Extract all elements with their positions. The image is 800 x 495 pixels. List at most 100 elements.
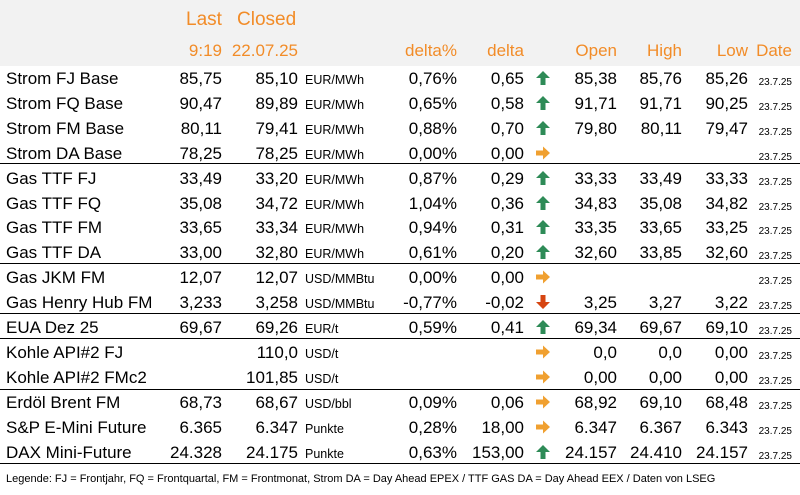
delta-value: 0,31 [490,218,524,238]
group-separator [0,263,800,264]
high-value: 33,65 [639,218,682,238]
date-value: 23.7.25 [758,450,792,462]
trend-up-arrow-icon [536,170,550,185]
trend-up-arrow-icon [536,320,550,334]
closed-value: 34,72 [255,193,298,213]
trend-right-arrow-icon [536,420,550,434]
closed-value: 101,85 [246,367,298,387]
delta-pct-value: 0,59% [408,318,457,337]
date-value: 23.7.25 [758,201,792,213]
low-value: 33,25 [705,218,748,238]
unit: USD/t [305,371,339,386]
high-value: 0,00 [648,367,682,387]
group-separator [0,313,800,314]
delta-pct-value: 0,87% [408,168,457,188]
table-row: Gas JKM FM 12,07 12,07 USD/MMBtu 0,00% 0,00 23… [0,265,800,290]
low-value: 69,10 [705,318,748,337]
low-value: 33,33 [705,168,748,188]
table-row: Gas TTF FJ 33,49 33,20 EUR/MWh 0,87% 0,29 33,3… [0,166,800,191]
date-value: 23.7.25 [758,226,792,238]
unit: USD/MMBtu [305,272,375,287]
table-row: Strom FQ Base 90,47 89,89 EUR/MWh 0,65% 0,58 9… [0,91,800,116]
closed-value: 6.347 [255,417,298,437]
high-value: 35,08 [639,193,682,213]
delta-pct-value: 0,94% [408,218,457,238]
open-value: 33,35 [574,218,617,238]
delta-pct-value: 0,88% [408,118,457,138]
header-delta: delta [487,41,524,60]
table-bottom-border [0,463,800,464]
closed-value: 85,10 [255,69,298,88]
unit: EUR/t [305,322,339,336]
low-value: 24.157 [696,442,748,462]
table-row: Strom DA Base 78,25 78,25 EUR/MWh 0,00% 0,00 2… [0,141,800,166]
header-closed: Closed [237,9,297,30]
header-low: Low [716,41,748,60]
table-row: Kohle API#2 FJ 110,0 USD/t 0,0 0,0 0,00 23.7.2… [0,340,800,365]
unit: EUR/MWh [305,172,365,187]
last-value: 33,65 [179,218,222,238]
table-row: Erdöl Brent FM 68,73 68,67 USD/bbl 0,09% 0,06… [0,390,800,415]
low-value: 0,00 [714,342,748,362]
closed-value: 3,258 [255,293,298,313]
trend-down-arrow-icon [536,295,550,310]
date-value: 23.7.25 [758,350,792,362]
date-value: 23.7.25 [758,375,792,387]
delta-value: 0,58 [490,93,524,113]
instrument-name: Gas Henry Hub FM [6,293,153,313]
delta-value: 0,00 [490,143,524,163]
instrument-name: S&P E-Mini Future [6,417,147,437]
high-value: 0,0 [658,342,682,362]
trend-up-arrow-icon [536,444,550,459]
legend-text: Legende: FJ = Frontjahr, FQ = Frontquart… [6,473,716,485]
open-value: 79,80 [574,118,617,138]
last-value: 24.328 [170,442,222,462]
trend-right-arrow-icon [536,370,550,384]
unit: Punkte [305,446,344,461]
last-value: 78,25 [179,143,222,163]
table-row: Gas TTF FQ 35,08 34,72 EUR/MWh 1,04% 0,36 34,8… [0,191,800,216]
trend-right-arrow-icon [536,345,550,359]
header-last: Last [186,9,222,30]
instrument-name: Gas TTF FM [6,218,103,238]
high-value: 85,76 [639,69,682,88]
table-row: Gas TTF FM 33,65 33,34 EUR/MWh 0,94% 0,31 33,3… [0,215,800,240]
open-value: 24.157 [565,442,617,462]
low-value: 34,82 [705,193,748,213]
low-value: 85,26 [705,69,748,88]
high-value: 69,10 [639,392,682,412]
date-value: 23.7.25 [758,151,792,163]
delta-value: 18,00 [481,417,524,437]
high-value: 80,11 [640,118,682,138]
last-value: 69,67 [179,318,222,337]
header-delta-pct: delta% [405,41,457,60]
date-value: 23.7.25 [758,276,792,288]
high-value: 3,27 [648,293,682,313]
unit: USD/t [305,346,339,361]
instrument-name: Strom FQ Base [6,93,124,113]
instrument-name: Erdöl Brent FM [6,392,121,412]
group-separator [0,163,800,164]
date-value: 23.7.25 [758,77,792,88]
group-separator [0,389,800,390]
open-value: 91,71 [574,93,617,113]
closed-value: 24.175 [246,442,298,462]
trend-right-arrow-icon [536,270,550,284]
trend-right-arrow-icon [536,146,550,160]
high-value: 33,85 [639,243,682,263]
unit: EUR/MWh [305,147,365,162]
instrument-name: Kohle API#2 FJ [6,342,124,362]
closed-value: 12,07 [255,268,298,288]
table-row: DAX Mini-Future 24.328 24.175 Punkte 0,63% 15… [0,440,800,465]
delta-pct-value: 0,61% [408,243,457,263]
trend-up-arrow-icon [536,245,550,260]
unit: EUR/MWh [305,247,365,262]
open-value: 3,25 [583,293,617,313]
instrument-name: Gas TTF DA [6,243,102,263]
date-value: 23.7.25 [758,176,792,188]
table-row: EUA Dez 25 69,67 69,26 EUR/t 0,59% 0,41 69,34 6… [0,315,800,340]
unit: EUR/MWh [305,197,365,212]
delta-pct-value: 0,63% [408,442,457,462]
date-value: 23.7.25 [758,251,792,263]
group-separator [0,338,800,339]
